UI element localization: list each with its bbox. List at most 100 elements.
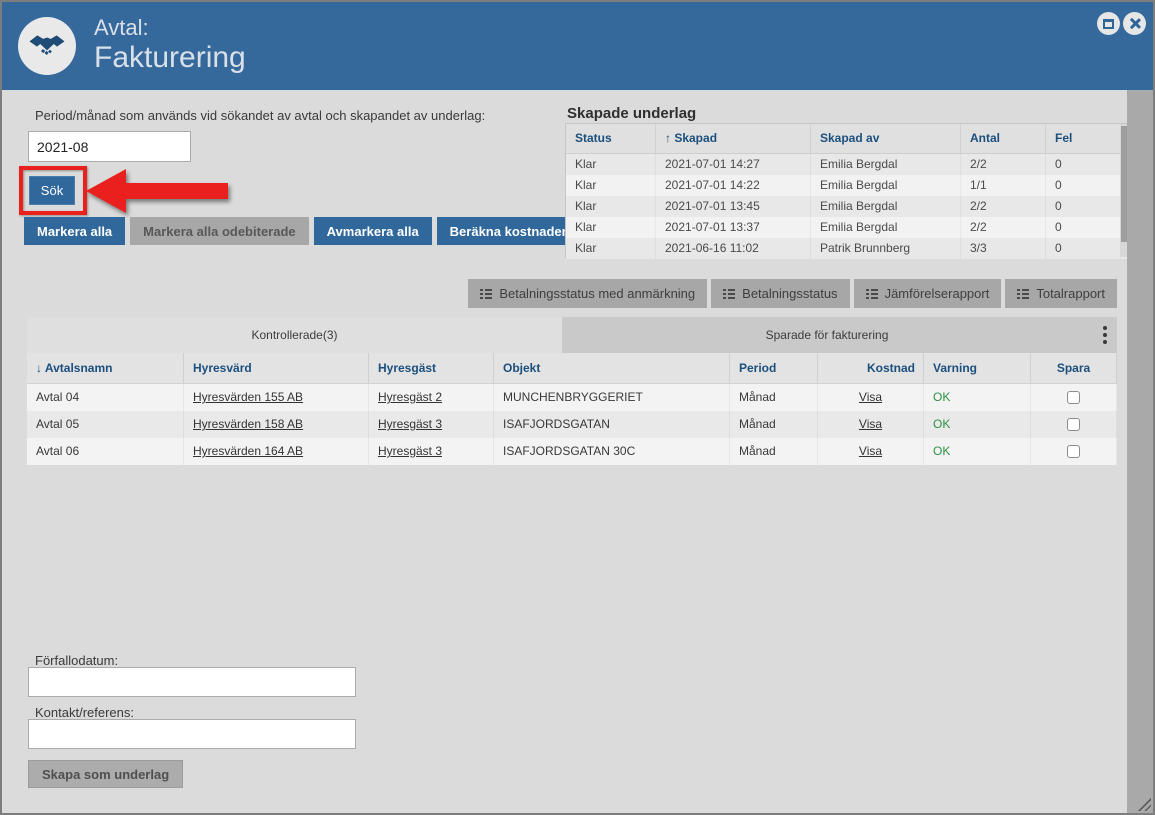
table-row[interactable]: Klar 2021-07-01 14:22 Emilia Bergdal 1/1… [566,175,1136,196]
column-header-skapad[interactable]: ↑ Skapad [656,124,811,153]
created-documents-title: Skapade underlag [567,105,696,122]
tab-kontrollerade[interactable]: Kontrollerade(3) [27,317,562,353]
app-logo [18,17,76,75]
column-header-objekt[interactable]: Objekt [494,353,730,383]
cell-antal: 2/2 [961,217,1046,238]
report-button-label: Betalningsstatus [742,286,837,301]
cell-objekt: ISAFJORDSGATAN [494,411,730,438]
comparison-report-button[interactable]: Jämförelserapport [854,279,1002,308]
right-scroll-gutter [1127,90,1155,815]
annotation-arrow-head [86,169,126,213]
cell-antal: 3/3 [961,238,1046,259]
save-checkbox[interactable] [1067,391,1080,404]
column-header-kostnad[interactable]: Kostnad [818,353,924,383]
create-as-basis-button[interactable]: Skapa som underlag [28,760,183,788]
annotation-arrow-body [124,183,228,199]
tenant-link[interactable]: Hyresgäst 3 [378,417,442,431]
landlord-link[interactable]: Hyresvärden 164 AB [193,444,303,458]
landlord-link[interactable]: Hyresvärden 158 AB [193,417,303,431]
landlord-link[interactable]: Hyresvärden 155 AB [193,390,303,404]
show-cost-link[interactable]: Visa [859,417,882,431]
maximize-button[interactable] [1097,12,1120,35]
show-cost-link[interactable]: Visa [859,390,882,404]
column-header-spara[interactable]: Spara [1031,353,1117,383]
list-report-icon [723,288,735,299]
cell-skapad-av: Patrik Brunnberg [811,238,961,259]
cell-fel: 0 [1046,217,1121,238]
table-row[interactable]: Klar 2021-06-16 11:02 Patrik Brunnberg 3… [566,238,1136,259]
search-button[interactable]: Sök [29,176,75,205]
bulk-action-row: Markera alla Markera alla odebiterade Av… [24,217,580,245]
cell-fel: 0 [1046,196,1121,217]
table-row[interactable]: Klar 2021-07-01 13:45 Emilia Bergdal 2/2… [566,196,1136,217]
cell-objekt: MUNCHENBRYGGERIET [494,384,730,411]
period-input[interactable] [28,131,191,162]
column-header-hyresgast[interactable]: Hyresgäst [369,353,494,383]
deselect-all-button[interactable]: Avmarkera alla [314,217,432,245]
warning-status-ok: OK [933,417,950,431]
column-header-antal[interactable]: Antal [961,124,1046,153]
save-checkbox[interactable] [1067,418,1080,431]
cell-fel: 0 [1046,175,1121,196]
calculate-costs-button[interactable]: Beräkna kostnader [437,217,580,245]
cell-skapad-av: Emilia Bergdal [811,154,961,175]
cell-skapad: 2021-06-16 11:02 [656,238,811,259]
cell-status: Klar [566,217,656,238]
payment-status-remarks-report-button[interactable]: Betalningsstatus med anmärkning [468,279,707,308]
tab-strip: Kontrollerade(3) Sparade för fakturering [27,317,1117,353]
column-header-hyresvard[interactable]: Hyresvärd [184,353,369,383]
cell-avtalsnamn: Avtal 06 [27,438,184,465]
list-report-icon [480,288,492,299]
table-row[interactable]: Klar 2021-07-01 14:27 Emilia Bergdal 2/2… [566,154,1136,175]
column-header-skapad-av[interactable]: Skapad av [811,124,961,153]
select-all-button[interactable]: Markera alla [24,217,125,245]
cell-skapad: 2021-07-01 13:45 [656,196,811,217]
report-button-row: Betalningsstatus med anmärkning Betalnin… [27,279,1117,308]
due-date-field[interactable] [28,667,356,697]
cell-status: Klar [566,154,656,175]
column-header-status[interactable]: Status [566,124,656,153]
save-checkbox[interactable] [1067,445,1080,458]
tab-overflow-menu-button[interactable] [1092,317,1117,353]
cell-fel: 0 [1046,154,1121,175]
list-report-icon [866,288,878,299]
cell-antal: 2/2 [961,154,1046,175]
cell-skapad-av: Emilia Bergdal [811,217,961,238]
contact-reference-field[interactable] [28,719,356,749]
contact-reference-label: Kontakt/referens: [35,705,134,720]
cell-skapad: 2021-07-01 13:37 [656,217,811,238]
tenant-link[interactable]: Hyresgäst 3 [378,444,442,458]
payment-status-report-button[interactable]: Betalningsstatus [711,279,849,308]
page-title-line1: Avtal: [94,15,246,41]
report-button-label: Betalningsstatus med anmärkning [499,286,695,301]
cell-avtalsnamn: Avtal 05 [27,411,184,438]
annotation-arrow [86,169,228,213]
column-header-period[interactable]: Period [730,353,818,383]
cell-objekt: ISAFJORDSGATAN 30C [494,438,730,465]
table-row: Avtal 06 Hyresvärden 164 AB Hyresgäst 3 … [27,438,1117,465]
cell-period: Månad [730,438,818,465]
cell-skapad-av: Emilia Bergdal [811,175,961,196]
warning-status-ok: OK [933,444,950,458]
cell-status: Klar [566,175,656,196]
tenant-link[interactable]: Hyresgäst 2 [378,390,442,404]
column-header-avtalsnamn[interactable]: ↓ Avtalsnamn [27,353,184,383]
show-cost-link[interactable]: Visa [859,444,882,458]
app-window: Avtal: Fakturering Period/månad som anvä… [0,0,1155,815]
warning-status-ok: OK [933,390,950,404]
contracts-header-row: ↓ Avtalsnamn Hyresvärd Hyresgäst Objekt … [27,353,1117,384]
app-header: Avtal: Fakturering [2,2,1153,90]
column-header-varning[interactable]: Varning [924,353,1031,383]
table-row[interactable]: Klar 2021-07-01 13:37 Emilia Bergdal 2/2… [566,217,1136,238]
close-button[interactable] [1123,12,1146,35]
cell-period: Månad [730,411,818,438]
cell-skapad: 2021-07-01 14:27 [656,154,811,175]
cell-skapad-av: Emilia Bergdal [811,196,961,217]
created-documents-header-row: Status ↑ Skapad Skapad av Antal Fel [566,124,1136,154]
contracts-table: ↓ Avtalsnamn Hyresvärd Hyresgäst Objekt … [27,353,1117,465]
cell-avtalsnamn: Avtal 04 [27,384,184,411]
report-button-label: Totalrapport [1036,286,1105,301]
column-header-fel[interactable]: Fel [1046,124,1121,153]
tab-sparade-for-fakturering[interactable]: Sparade för fakturering [562,317,1092,353]
total-report-button[interactable]: Totalrapport [1005,279,1117,308]
